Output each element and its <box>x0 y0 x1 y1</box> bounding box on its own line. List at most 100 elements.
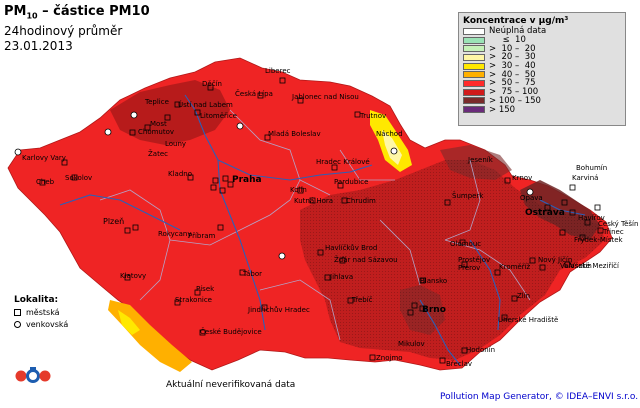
city-label: Chrudim <box>346 197 376 205</box>
region-75-100-west <box>110 80 230 145</box>
legend-row: > 100 – 150 <box>463 95 621 106</box>
city-label: Kutná Hora <box>294 197 333 205</box>
legend-swatch <box>463 45 485 53</box>
city-label: Most <box>150 120 167 128</box>
city-label: Nový Jičín <box>538 256 572 264</box>
city-label: Teplice <box>144 98 169 106</box>
city-label: Třebíč <box>351 296 373 304</box>
city-label: Šumperk <box>452 191 484 200</box>
city-label: Cheb <box>36 178 55 186</box>
legend-row: > 30 – 40 <box>463 61 621 72</box>
city-label: Hradec Králové <box>316 158 370 166</box>
city-label: Liberec <box>265 67 291 75</box>
city-label: Litoměřice <box>200 112 237 120</box>
legend-label: > 30 – 40 <box>489 61 536 72</box>
rural-label: venkovská <box>26 320 69 329</box>
legend-label: > 100 – 150 <box>489 95 541 106</box>
title-date: 23.01.2013 <box>4 38 73 53</box>
legend-swatch <box>463 97 485 105</box>
legend-swatch <box>463 53 485 61</box>
title-averaging: 24hodinový průměr <box>4 23 123 38</box>
legend-label: > 10 – 20 <box>489 43 536 54</box>
city-label: Valašské Meziříčí <box>560 262 620 270</box>
legend-row: > 75 – 100 <box>463 87 621 98</box>
city-label: Děčín <box>202 80 222 88</box>
legend-title: Koncentrace v µg/m³ <box>463 16 569 26</box>
city-label: Kroměříž <box>499 263 531 271</box>
city-label: Třinec <box>602 228 624 236</box>
credit-link[interactable]: Pollution Map Generator, © IDEA–ENVI s.r… <box>440 392 639 402</box>
region-20-30-nachod <box>382 130 402 165</box>
city-label: Vsetín <box>570 262 592 270</box>
legend-label: > 20 – 30 <box>489 52 536 63</box>
city-label: Jindřichův Hradec <box>247 306 310 314</box>
city-label: Blansko <box>420 277 447 285</box>
legend-row: ≤ 10 <box>463 35 621 46</box>
legend: Koncentrace v µg/m³ Neúplná data ≤ 10 > 1… <box>458 12 626 126</box>
city-label: Ostrava <box>525 208 565 218</box>
city-label: Jeseník <box>467 156 494 164</box>
city-labels: Praha Brno Ostrava Plzeň Liberec Děčín Ú… <box>22 67 638 368</box>
legend-row: > 150 <box>463 104 621 115</box>
chmi-logo-icon <box>15 367 51 383</box>
city-label: Jihlava <box>329 273 353 281</box>
circle-marker-icon <box>14 321 21 328</box>
city-label: Sokolov <box>65 174 92 182</box>
city-label: Olomouc <box>450 240 481 248</box>
legend-swatch <box>463 71 485 79</box>
city-label: Písek <box>196 285 215 293</box>
city-label: Strakonice <box>175 296 212 304</box>
legend-row: > 50 – 75 <box>463 78 621 89</box>
city-label: Krnov <box>512 174 532 182</box>
lokalita-legend: Lokalita: městská venkovská <box>14 295 68 329</box>
legend-swatch <box>463 106 485 114</box>
legend-swatch <box>463 88 485 96</box>
legend-swatch <box>463 36 485 44</box>
city-label: Karlovy Vary <box>22 154 66 162</box>
city-label: Klatovy <box>120 272 146 280</box>
legend-label: ≤ 10 <box>489 35 526 46</box>
city-label: Mladá Boleslav <box>268 130 321 138</box>
region-30-40-sw <box>118 310 140 335</box>
rural-stations <box>14 111 534 260</box>
city-label: Plzeň <box>103 216 124 226</box>
city-label: Příbram <box>188 232 216 240</box>
city-label: Kladno <box>168 170 192 178</box>
legend-row: > 40 – 50 <box>463 69 621 80</box>
city-label: Opava <box>520 194 543 202</box>
city-label: Trutnov <box>359 112 386 120</box>
legend-label: > 50 – 75 <box>489 78 536 89</box>
urban-label: městská <box>26 308 60 317</box>
city-label: Žďár nad Sázavou <box>334 255 398 264</box>
unverified-data-note: Aktuální neverifikovaná data <box>166 380 296 390</box>
city-label: Tábor <box>242 270 262 278</box>
city-label: Karviná <box>572 174 598 182</box>
city-label: Zlín <box>517 292 530 300</box>
legend-swatch <box>463 79 485 87</box>
legend-label: Neúplná data <box>489 26 547 37</box>
city-label: Havlíčkův Brod <box>325 244 377 252</box>
legend-label: > 75 – 100 <box>489 87 539 98</box>
city-label: Prostějov <box>458 256 490 264</box>
city-label: Náchod <box>376 130 403 138</box>
city-label: Rokycany <box>158 230 192 238</box>
legend-row: Neúplná data <box>463 26 621 37</box>
city-label: Ústí nad Labem <box>178 100 233 109</box>
city-label: Žatec <box>148 149 168 158</box>
city-label: Český Těšín <box>598 219 638 228</box>
city-label: Brno <box>422 305 446 315</box>
city-label: Hodonín <box>466 346 495 354</box>
hatch-overlay <box>300 160 605 360</box>
city-label: Jablonec nad Nisou <box>291 93 359 101</box>
legend-row: > 20 – 30 <box>463 52 621 63</box>
city-label: České Budějovice <box>200 327 262 336</box>
legend-label: > 150 <box>489 104 516 115</box>
city-label: Bohumín <box>576 164 607 172</box>
city-label: Kolín <box>290 186 307 194</box>
city-label: Havířov <box>578 214 605 222</box>
city-label: Uherské Hradiště <box>498 316 558 324</box>
city-label: Znojmo <box>376 354 403 362</box>
square-marker-icon <box>14 309 21 316</box>
legend-label: > 40 – 50 <box>489 69 536 80</box>
